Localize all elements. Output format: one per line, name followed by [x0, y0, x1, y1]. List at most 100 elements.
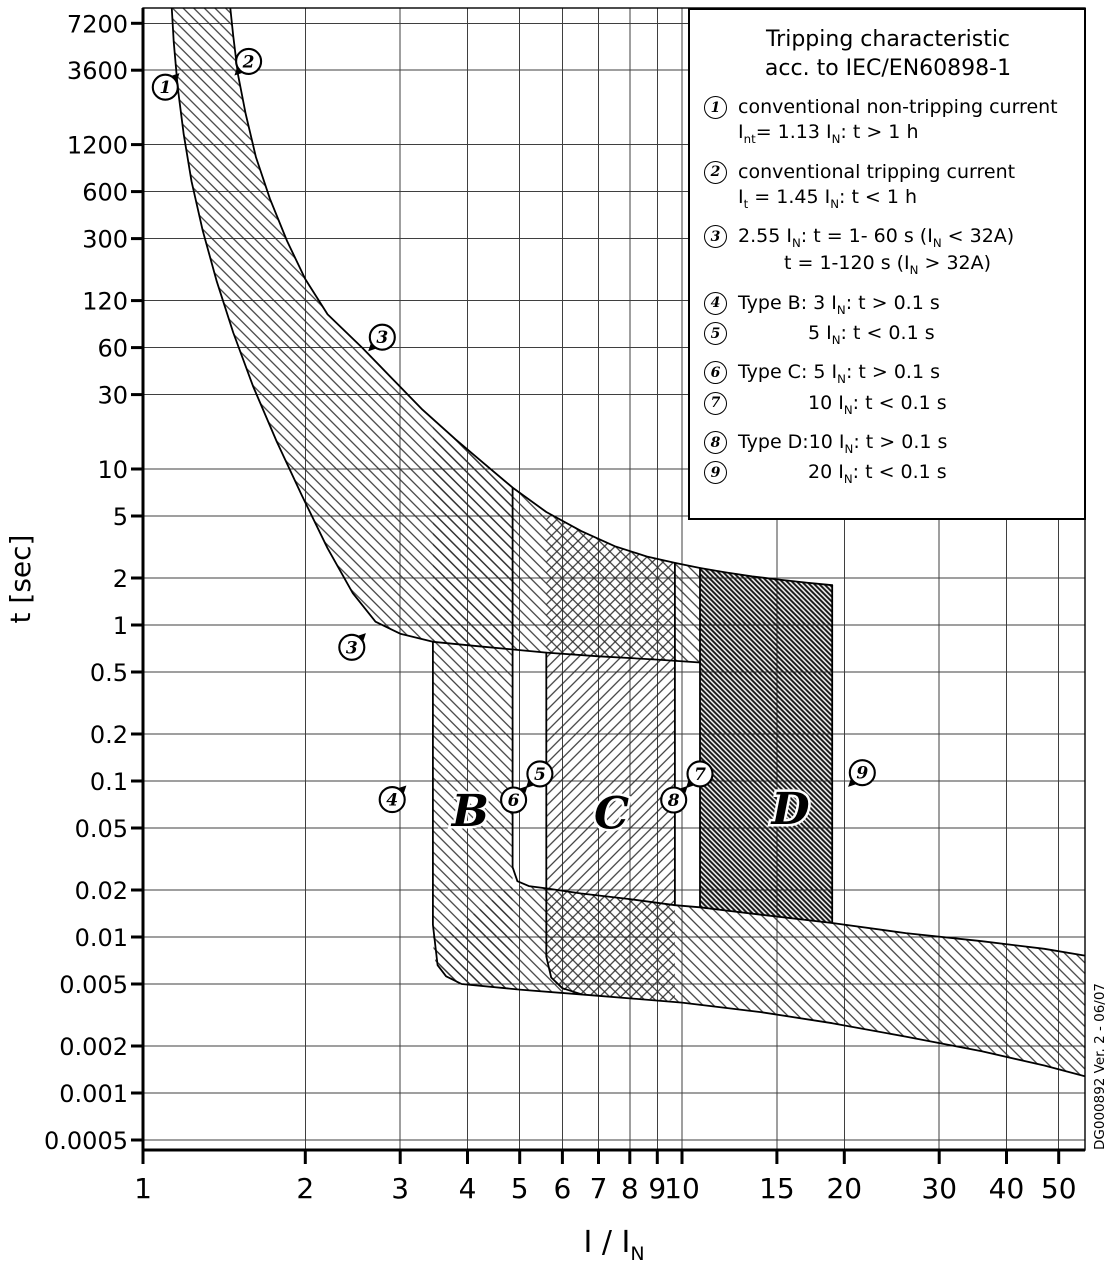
svg-text:0.002: 0.002 — [59, 1033, 128, 1061]
x-tick-labels: 1 2 3 4 5 6 7 8 910 15 20 30 40 50 — [134, 1150, 1077, 1205]
svg-text:30: 30 — [921, 1172, 957, 1205]
region-band-C — [546, 512, 675, 1001]
svg-text:8: 8 — [667, 791, 680, 811]
legend-item-text: conventional tripping current It = 1.45 I… — [738, 160, 1016, 211]
svg-text:3600: 3600 — [67, 57, 128, 85]
legend-item-number-circle: 4 — [704, 291, 727, 315]
type-label-D: D — [770, 784, 810, 835]
region-band-D — [700, 568, 833, 923]
x-axis-title: I / IN — [583, 1225, 644, 1265]
svg-text:4: 4 — [459, 1172, 477, 1205]
legend-title: Tripping characteristic acc. to IEC/EN60… — [704, 26, 1072, 83]
svg-text:2: 2 — [296, 1172, 314, 1205]
curve-upper-limit-curve — [229, 8, 834, 587]
legend-item-text: 2.55 IN: t = 1- 60 s (IN < 32A) t = 1-120… — [738, 225, 1015, 278]
svg-text:0.005: 0.005 — [59, 971, 128, 999]
region-band-B — [432, 418, 513, 990]
type-label-B: B — [450, 786, 489, 837]
legend-item-9: 9 20 IN: t < 0.1 s — [704, 460, 1072, 487]
svg-text:0.02: 0.02 — [75, 877, 128, 905]
svg-text:3: 3 — [346, 638, 358, 658]
svg-text:7: 7 — [590, 1172, 608, 1205]
svg-text:6: 6 — [553, 1172, 571, 1205]
curve-marker-9: 9 — [848, 759, 876, 787]
legend-item-number-circle: 3 — [704, 225, 727, 249]
svg-text:0.5: 0.5 — [90, 659, 128, 687]
svg-text:40: 40 — [989, 1172, 1025, 1205]
legend-item-text: Type B: 3 IN: t > 0.1 s — [738, 291, 940, 317]
svg-text:60: 60 — [97, 335, 128, 363]
svg-text:15: 15 — [759, 1172, 795, 1205]
svg-text:50: 50 — [1041, 1172, 1077, 1205]
legend-title-line2: acc. to IEC/EN60898-1 — [764, 55, 1012, 81]
curve-marker-1: 1 — [151, 73, 180, 101]
svg-text:30: 30 — [97, 382, 128, 410]
svg-text:3: 3 — [391, 1172, 409, 1205]
legend-item-5: 5 5 IN: t < 0.1 s — [704, 321, 1072, 348]
curve-marker-8: 8 — [660, 785, 688, 814]
svg-text:4: 4 — [386, 791, 398, 811]
curve-marker-2: 2 — [234, 47, 263, 76]
svg-text:5: 5 — [534, 765, 546, 785]
curve-marker-4: 4 — [378, 785, 407, 814]
svg-text:1: 1 — [159, 78, 171, 98]
legend-box: Tripping characteristic acc. to IEC/EN60… — [688, 8, 1086, 520]
legend-item-number-circle: 8 — [704, 431, 727, 455]
legend-item-number-circle: 9 — [704, 461, 727, 485]
svg-text:7: 7 — [694, 765, 706, 785]
legend-item-text: 20 IN: t < 0.1 s — [808, 461, 947, 487]
legend-items: 1 conventional non-tripping current Int= 1… — [704, 95, 1072, 488]
y-tick-labels: 7200 3600 1200 600 300 120 60 30 10 5 2 1 0.5 0.2 0.1 0… — [44, 10, 143, 1155]
svg-text:2: 2 — [113, 565, 128, 593]
svg-text:10: 10 — [97, 456, 128, 484]
curve-marker-7: 7 — [685, 760, 714, 789]
svg-text:0.0005: 0.0005 — [44, 1127, 128, 1155]
svg-text:1: 1 — [134, 1172, 152, 1205]
svg-text:0.01: 0.01 — [75, 924, 128, 952]
legend-item-number-circle: 5 — [704, 322, 727, 346]
curve-marker-3: 3 — [368, 323, 396, 352]
legend-item-text: Type D:10 IN: t > 0.1 s — [738, 431, 948, 456]
legend-title-line1: Tripping characteristic — [765, 27, 1011, 52]
y-axis-title: t [sec] — [4, 535, 37, 624]
curve-marker-5: 5 — [525, 760, 554, 789]
svg-text:10: 10 — [664, 1172, 700, 1205]
legend-item-text: Type C: 5 IN: t > 0.1 s — [738, 361, 940, 387]
legend-item-6: 6 Type C: 5 IN: t > 0.1 s — [704, 360, 1072, 387]
legend-item-number-circle: 1 — [704, 96, 727, 120]
svg-text:0.2: 0.2 — [90, 721, 128, 749]
legend-item-2: 2 conventional tripping current It = 1.45 … — [704, 160, 1072, 212]
svg-text:5: 5 — [113, 503, 128, 531]
svg-text:3: 3 — [376, 328, 388, 348]
svg-text:0.001: 0.001 — [59, 1080, 128, 1108]
svg-text:9: 9 — [648, 1172, 666, 1205]
legend-item-3: 3 2.55 IN: t = 1- 60 s (IN < 32A) t = 1-12… — [704, 224, 1072, 279]
svg-text:8: 8 — [621, 1172, 639, 1205]
legend-item-7: 7 10 IN: t < 0.1 s — [704, 391, 1072, 418]
svg-text:2: 2 — [242, 52, 255, 72]
curve-marker-3: 3 — [338, 633, 366, 661]
legend-item-text: 10 IN: t < 0.1 s — [808, 391, 947, 417]
svg-text:120: 120 — [82, 288, 128, 316]
svg-text:6: 6 — [508, 791, 520, 811]
legend-item-number-circle: 6 — [704, 361, 727, 385]
legend-item-text: conventional non-tripping current Int= 1.… — [738, 96, 1058, 147]
curve-marker-6: 6 — [500, 785, 528, 814]
legend-item-text: 5 IN: t < 0.1 s — [808, 322, 935, 347]
legend-item-number-circle: 7 — [704, 391, 727, 415]
type-label-C: C — [594, 788, 629, 839]
svg-text:0.05: 0.05 — [75, 815, 128, 843]
svg-text:9: 9 — [856, 764, 868, 784]
svg-text:600: 600 — [82, 179, 128, 207]
svg-text:20: 20 — [826, 1172, 862, 1205]
svg-text:0.1: 0.1 — [90, 768, 128, 796]
svg-text:7200: 7200 — [67, 10, 128, 38]
legend-item-4: 4 Type B: 3 IN: t > 0.1 s — [704, 291, 1072, 318]
curve-b-lower-edge-and-bottom — [432, 640, 1085, 1078]
legend-item-8: 8 Type D:10 IN: t > 0.1 s — [704, 430, 1072, 457]
curve-lower-limit-curve — [170, 8, 701, 664]
legend-item-number-circle: 2 — [704, 160, 727, 184]
curve-c-lower-edge — [545, 651, 583, 996]
curve-b-upper-edge-and-bottom-top — [511, 486, 1085, 957]
